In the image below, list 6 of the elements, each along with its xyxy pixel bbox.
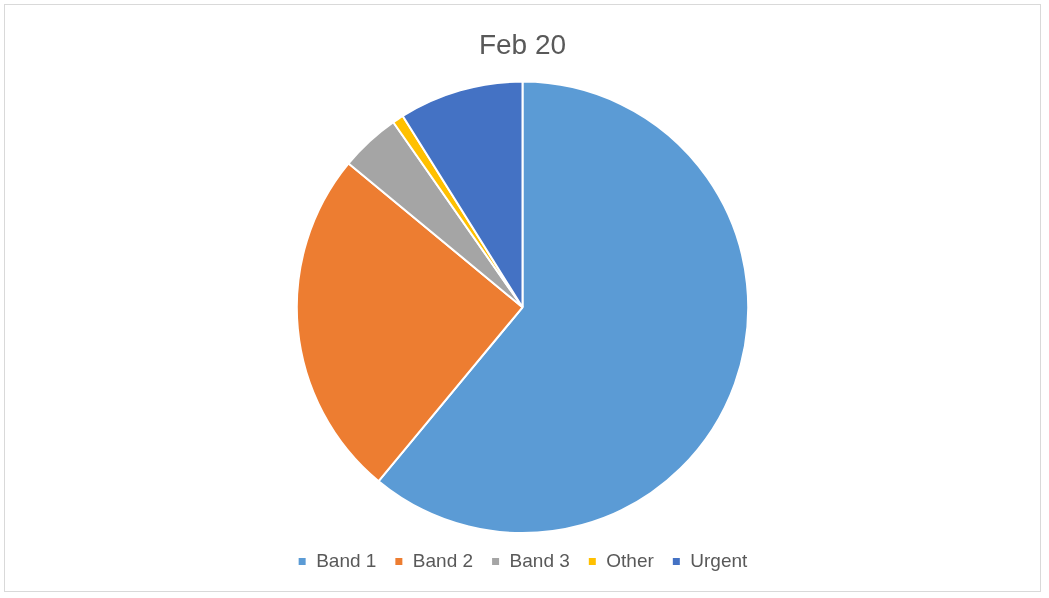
- legend-label: Other: [606, 549, 655, 571]
- legend-label: Band 1: [316, 549, 377, 571]
- legend-label: Urgent: [690, 549, 749, 571]
- chart-title: Feb 20: [478, 28, 567, 60]
- legend-label: Band 2: [412, 549, 474, 571]
- legend-label: Band 3: [509, 549, 570, 571]
